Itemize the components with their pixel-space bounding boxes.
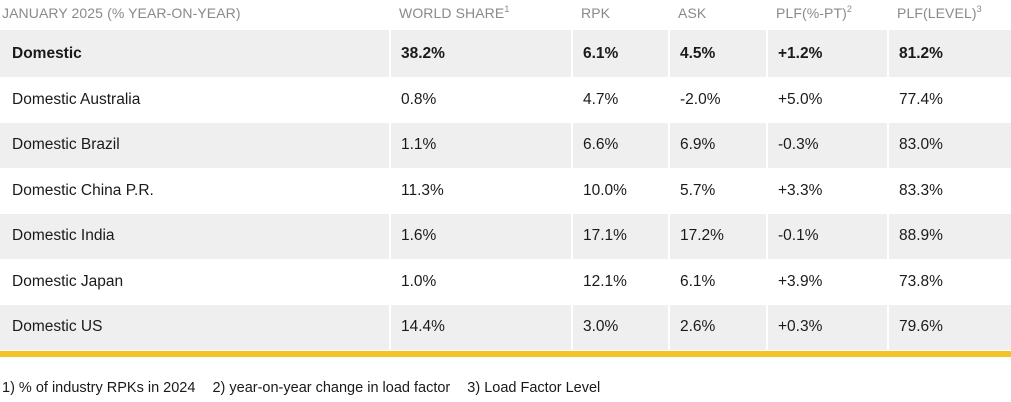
world-share-cell: 1.0% [389, 259, 571, 305]
rpk-cell: 4.7% [571, 77, 668, 123]
region-cell: Domestic US [0, 304, 389, 350]
header-ask: ASK [678, 5, 707, 21]
plf-level-cell: 88.9% [887, 213, 1011, 259]
table-row: Domestic Japan 1.0% 12.1% 6.1% +3.9% 73.… [0, 259, 1011, 305]
plf-pt-cell: +1.2% [766, 30, 887, 77]
plf-level-cell: 81.2% [887, 30, 1011, 77]
plf-pt-cell: +3.3% [766, 168, 887, 214]
plf-level-cell: 77.4% [887, 77, 1011, 123]
table-row: Domestic Brazil 1.1% 6.6% 6.9% -0.3% 83.… [0, 122, 1011, 168]
table-row: Domestic India 1.6% 17.1% 17.2% -0.1% 88… [0, 213, 1011, 259]
rpk-cell: 6.1% [571, 30, 668, 77]
plf-pt-cell: -0.3% [766, 122, 887, 168]
header-plf-pt: PLF(%-PT)2 [776, 4, 853, 22]
footnote-2: 2) year-on-year change in load factor [212, 380, 451, 396]
ask-cell: 5.7% [668, 168, 766, 214]
accent-bar [0, 351, 1011, 357]
world-share-cell: 11.3% [389, 168, 571, 214]
ask-cell: 6.1% [668, 259, 766, 305]
region-cell: Domestic Brazil [0, 122, 389, 168]
plf-pt-cell: +0.3% [766, 304, 887, 350]
header-plf-level: PLF(LEVEL)3 [897, 4, 982, 22]
plf-pt-cell: +3.9% [766, 259, 887, 305]
region-cell: Domestic [0, 30, 389, 77]
table-body: Domestic 38.2% 6.1% 4.5% +1.2% 81.2% Dom… [0, 30, 1011, 350]
rpk-cell: 17.1% [571, 213, 668, 259]
header-period: JANUARY 2025 (% YEAR-ON-YEAR) [2, 5, 241, 21]
plf-level-cell: 73.8% [887, 259, 1011, 305]
plf-pt-cell: -0.1% [766, 213, 887, 259]
footnote-1: 1) % of industry RPKs in 2024 [2, 380, 196, 396]
plf-level-cell: 83.0% [887, 122, 1011, 168]
world-share-cell: 1.1% [389, 122, 571, 168]
rpk-cell: 12.1% [571, 259, 668, 305]
world-share-cell: 38.2% [389, 30, 571, 77]
world-share-cell: 1.6% [389, 213, 571, 259]
region-cell: Domestic China P.R. [12, 181, 154, 199]
ask-cell: 6.9% [668, 122, 766, 168]
rpk-cell: 6.6% [571, 122, 668, 168]
table-row: Domestic China P.R. 11.3% 10.0% 5.7% +3.… [0, 168, 1011, 214]
header-world-share: WORLD SHARE1 [399, 4, 510, 22]
region-cell: Domestic Australia [12, 90, 141, 108]
world-share-cell: 0.8% [389, 77, 571, 123]
footnote-3: 3) Load Factor Level [467, 380, 601, 396]
table-header: JANUARY 2025 (% YEAR-ON-YEAR) WORLD SHAR… [0, 0, 1011, 30]
plf-level-cell: 83.3% [887, 168, 1011, 214]
ask-cell: 17.2% [668, 213, 766, 259]
table-row: Domestic 38.2% 6.1% 4.5% +1.2% 81.2% [0, 30, 1011, 77]
footnotes: 1) % of industry RPKs in 2024 2) year-on… [2, 380, 613, 396]
table-row: Domestic US 14.4% 3.0% 2.6% +0.3% 79.6% [0, 304, 1011, 350]
ask-cell: -2.0% [668, 77, 766, 123]
rpk-cell: 10.0% [571, 168, 668, 214]
rpk-cell: 3.0% [571, 304, 668, 350]
table-row: Domestic Australia 0.8% 4.7% -2.0% +5.0%… [0, 77, 1011, 123]
region-cell: Domestic India [0, 213, 389, 259]
header-rpk: RPK [581, 5, 611, 21]
ask-cell: 4.5% [668, 30, 766, 77]
traffic-table: JANUARY 2025 (% YEAR-ON-YEAR) WORLD SHAR… [0, 0, 1011, 350]
plf-level-cell: 79.6% [887, 304, 1011, 350]
header-row: JANUARY 2025 (% YEAR-ON-YEAR) WORLD SHAR… [0, 0, 1011, 30]
region-cell: Domestic Japan [12, 272, 124, 290]
world-share-cell: 14.4% [389, 304, 571, 350]
ask-cell: 2.6% [668, 304, 766, 350]
plf-pt-cell: +5.0% [766, 77, 887, 123]
